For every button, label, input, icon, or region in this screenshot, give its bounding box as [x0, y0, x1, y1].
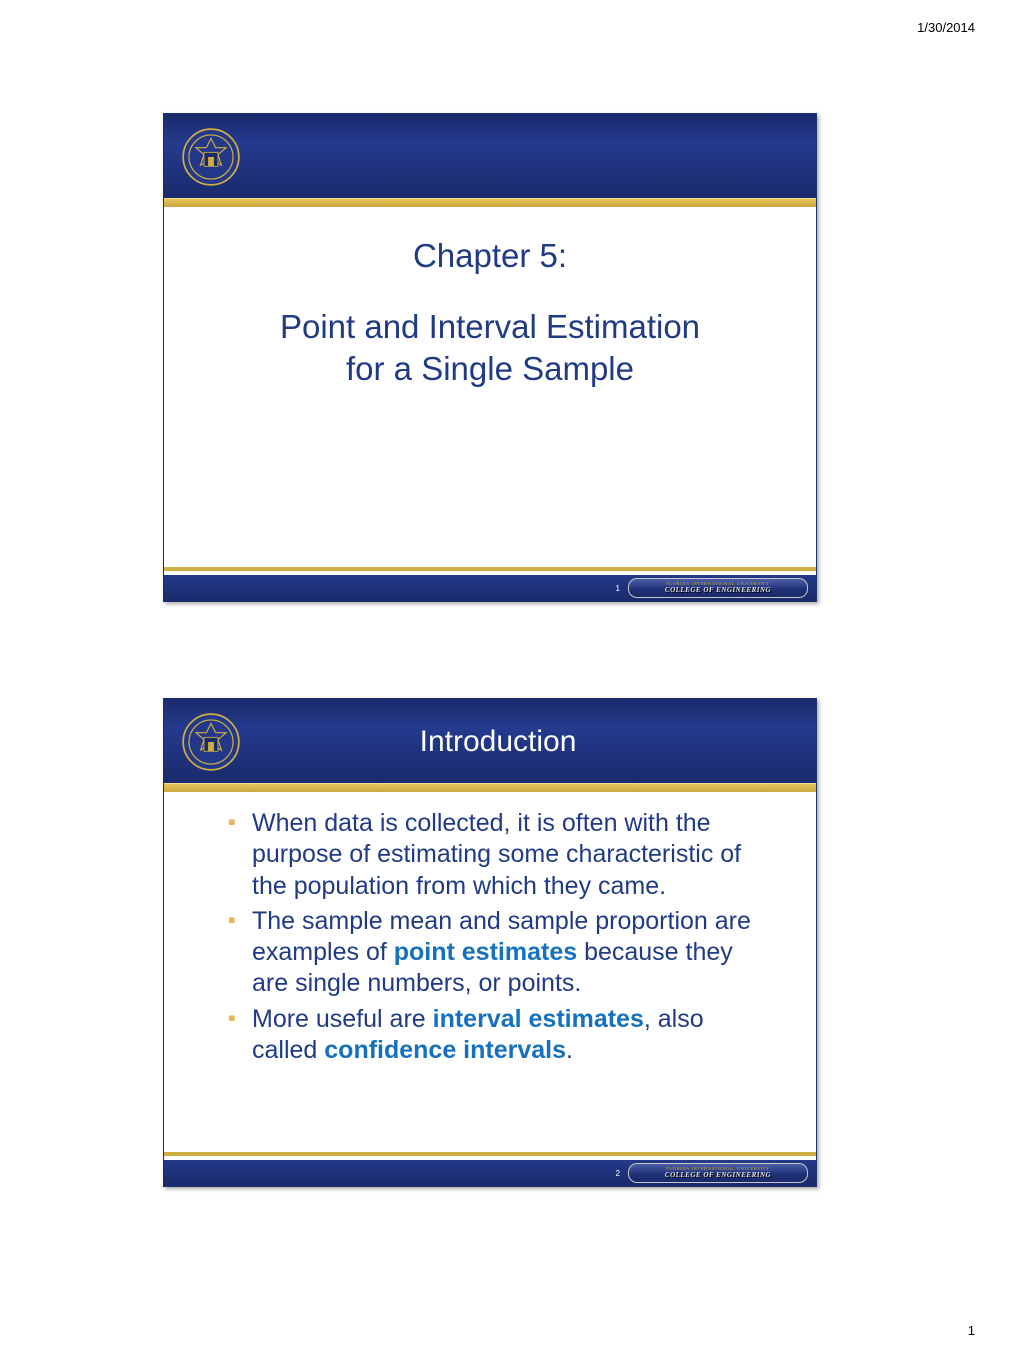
term-point-estimates: point estimates	[394, 938, 577, 966]
footer-gold-stripe	[164, 1152, 816, 1156]
bullet-post: .	[566, 1036, 573, 1064]
slide-number: 1	[616, 584, 620, 593]
chapter-label: Chapter 5:	[200, 235, 780, 276]
slide-footer: 1 FLORIDA INTERNATIONAL UNIVERSITY COLLE…	[164, 567, 816, 601]
chapter-title-line-1: Point and Interval Estimation	[200, 306, 780, 347]
bullet-list: When data is collected, it is often with…	[200, 808, 780, 1066]
college-badge: FLORIDA INTERNATIONAL UNIVERSITY COLLEGE…	[628, 1163, 808, 1183]
badge-college: COLLEGE OF ENGINEERING	[665, 587, 771, 594]
badge-college: COLLEGE OF ENGINEERING	[665, 1172, 771, 1179]
title-gap	[200, 276, 780, 306]
slide-number: 2	[616, 1169, 620, 1178]
print-date: 1/30/2014	[917, 20, 975, 35]
university-seal-icon	[182, 128, 240, 186]
bullet-item: When data is collected, it is often with…	[228, 808, 770, 902]
slide-body: Chapter 5: Point and Interval Estimation…	[164, 199, 816, 567]
slide-header-title: Introduction	[240, 725, 816, 759]
slide-header: Introduction	[164, 699, 816, 784]
bullet-item: The sample mean and sample proportion ar…	[228, 906, 770, 1000]
slide-footer: 2 FLORIDA INTERNATIONAL UNIVERSITY COLLE…	[164, 1152, 816, 1186]
slide-2: Introduction When data is collected, it …	[163, 698, 817, 1187]
slide-1: Chapter 5: Point and Interval Estimation…	[163, 113, 817, 602]
footer-gold-stripe	[164, 567, 816, 571]
term-interval-estimates: interval estimates	[433, 1005, 644, 1033]
chapter-title-line-2: for a Single Sample	[200, 348, 780, 389]
university-seal-icon	[182, 713, 240, 771]
term-confidence-intervals: confidence intervals	[324, 1036, 566, 1064]
bullet-item: More useful are interval estimates, also…	[228, 1004, 770, 1067]
print-page-number: 1	[968, 1323, 975, 1338]
bullet-pre: More useful are	[252, 1005, 433, 1033]
footer-bar: 1 FLORIDA INTERNATIONAL UNIVERSITY COLLE…	[164, 575, 816, 601]
footer-bar: 2 FLORIDA INTERNATIONAL UNIVERSITY COLLE…	[164, 1160, 816, 1186]
bullet-text: When data is collected, it is often with…	[252, 809, 741, 900]
slide-header	[164, 114, 816, 199]
college-badge: FLORIDA INTERNATIONAL UNIVERSITY COLLEGE…	[628, 578, 808, 598]
handout-page: 1/30/2014 1 Chapter 5: Point and Interva…	[0, 0, 1020, 1360]
slide-body: When data is collected, it is often with…	[164, 784, 816, 1152]
